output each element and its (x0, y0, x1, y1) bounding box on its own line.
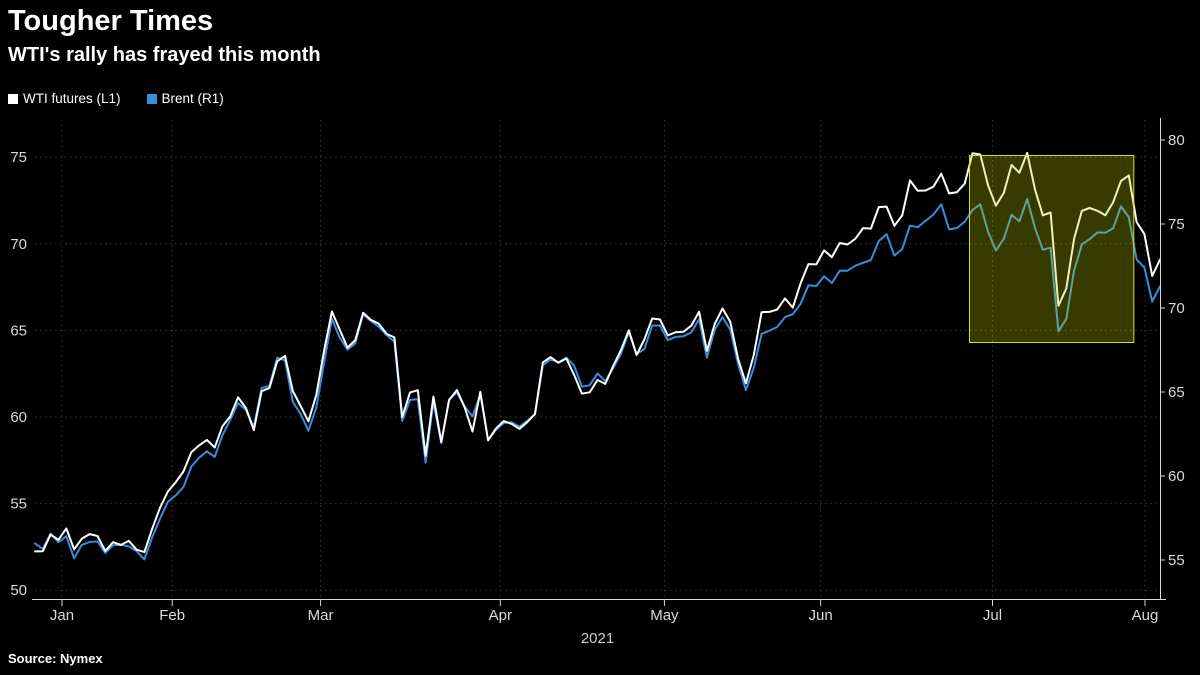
month-label: Jul (983, 607, 1002, 624)
source-label: Source: Nymex (8, 651, 103, 666)
month-label: May (650, 607, 679, 624)
month-label: Feb (159, 607, 185, 624)
page-subtitle: WTI's rally has frayed this month (8, 44, 321, 66)
brent-swatch (146, 93, 157, 104)
left-axis-label: 65 (10, 322, 27, 339)
right-axis-label: 70 (1168, 300, 1185, 317)
month-label: Mar (308, 607, 334, 624)
right-axis-label: 65 (1168, 384, 1185, 401)
legend-item-brent: Brent (R1) (146, 91, 224, 106)
page-title: Tougher Times (8, 5, 214, 37)
left-axis-label: 60 (10, 409, 27, 426)
wti-series-line (34, 151, 1161, 554)
legend-label-wti: WTI futures (L1) (23, 91, 121, 106)
year-label: 2021 (581, 630, 614, 647)
month-label: Jun (809, 607, 833, 624)
left-axis-label: 55 (10, 496, 27, 513)
right-axis-label: 60 (1168, 468, 1185, 485)
left-axis-label: 50 (10, 582, 27, 599)
right-axis-label: 55 (1168, 552, 1185, 569)
left-axis-label: 70 (10, 236, 27, 253)
month-label: Aug (1132, 607, 1159, 624)
right-axis-label: 80 (1168, 132, 1185, 149)
series-lines (34, 151, 1161, 561)
wti-swatch (8, 93, 18, 104)
axes (32, 118, 1166, 606)
chart-legend: WTI futures (L1) Brent (R1) (8, 91, 224, 106)
left-axis-label: 75 (10, 149, 27, 166)
month-label: Apr (489, 607, 512, 624)
july-highlight-region (969, 155, 1135, 343)
legend-item-wti: WTI futures (L1) (8, 91, 121, 106)
month-label: Jan (50, 607, 74, 624)
right-axis-label: 75 (1168, 216, 1185, 233)
legend-label-brent: Brent (R1) (161, 91, 224, 106)
brent-series-line (34, 198, 1161, 561)
